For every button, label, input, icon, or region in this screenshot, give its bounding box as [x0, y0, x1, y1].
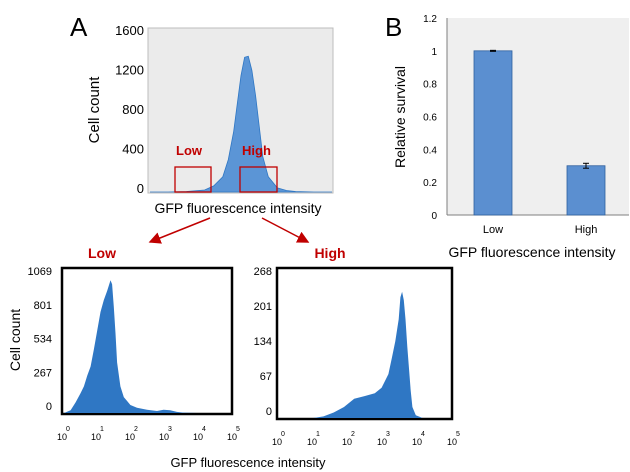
x-tick-base: 10 — [412, 437, 422, 447]
bar-y-tick-label: 0 — [431, 211, 437, 222]
low-histogram-ylabel: Cell count — [7, 309, 23, 371]
low-histogram-area — [64, 280, 230, 413]
y-tick-label: 67 — [260, 371, 272, 383]
y-tick-label: 534 — [34, 334, 52, 346]
bar-chart-ylabel: Relative survival — [392, 66, 408, 168]
bar-category-label: High — [575, 224, 598, 236]
top-histogram-xlabel: GFP fluorescence intensity — [154, 200, 321, 216]
bar-y-tick-label: 1.2 — [423, 14, 437, 25]
bar-chart-y-ticks: 0 0.2 0.4 0.6 0.8 1 1.2 — [423, 14, 437, 222]
high-gate-label: High — [242, 143, 271, 158]
x-tick-exponent: 0 — [66, 426, 70, 433]
high-histogram-frame — [275, 266, 454, 421]
bar-y-tick-label: 0.6 — [423, 113, 437, 124]
x-tick-exponent: 4 — [421, 431, 425, 438]
y-tick-label: 0 — [46, 401, 52, 413]
x-tick-exponent: 3 — [168, 426, 172, 433]
x-tick-exponent: 5 — [456, 431, 460, 438]
high-histogram-y-ticks: 0 67 134 201 268 — [254, 266, 272, 418]
survival-bar-chart: 0 0.2 0.4 0.6 0.8 1 1.2 Low High Relative survi… — [392, 14, 629, 260]
high-gate-box — [239, 166, 278, 193]
y-tick-label: 1069 — [28, 266, 52, 278]
x-tick-base: 10 — [91, 432, 101, 442]
x-tick-exponent: 2 — [351, 431, 355, 438]
top-y-tick-label: 1600 — [115, 23, 144, 38]
y-tick-label: 268 — [254, 266, 272, 278]
x-tick-exponent: 0 — [281, 431, 285, 438]
x-tick-base: 10 — [57, 432, 67, 442]
y-tick-label: 267 — [34, 367, 52, 379]
low-gate-box — [174, 166, 212, 193]
x-tick-exponent: 5 — [236, 426, 240, 433]
bar-chart-xlabel: GFP fluorescence intensity — [448, 244, 615, 260]
x-tick-exponent: 2 — [134, 426, 138, 433]
y-tick-label: 134 — [254, 336, 272, 348]
high-histogram-area — [279, 291, 450, 418]
arrow-to-high — [261, 217, 310, 243]
x-tick-exponent: 3 — [386, 431, 390, 438]
bar-y-tick-label: 1 — [431, 47, 437, 58]
x-tick-base: 10 — [447, 437, 457, 447]
x-tick-base: 10 — [125, 432, 135, 442]
bar-y-tick-label: 0.2 — [423, 178, 437, 189]
x-tick-base: 10 — [377, 437, 387, 447]
y-tick-label: 201 — [254, 301, 272, 313]
panel-label-a: A — [70, 12, 88, 42]
bar-y-tick-label: 0.8 — [423, 80, 437, 91]
low-histogram-y-ticks: 0 267 534 801 1069 — [28, 266, 52, 413]
y-tick-label: 0 — [266, 406, 272, 418]
top-histogram-y-ticks: 0 400 800 1200 1600 — [115, 23, 144, 196]
x-tick-base: 10 — [342, 437, 352, 447]
x-tick-base: 10 — [227, 432, 237, 442]
bar-category-label: Low — [483, 224, 503, 236]
top-y-tick-label: 800 — [122, 102, 144, 117]
low-gate-label: Low — [176, 143, 203, 158]
x-tick-base: 10 — [307, 437, 317, 447]
x-tick-base: 10 — [159, 432, 169, 442]
top-histogram: 0 400 800 1200 1600 Low High Cell count GFP … — [86, 23, 334, 216]
panel-label-b: B — [385, 12, 402, 42]
top-y-tick-label: 0 — [137, 181, 144, 196]
x-tick-base: 10 — [272, 437, 282, 447]
bar-low — [473, 50, 513, 216]
x-tick-exponent: 4 — [202, 426, 206, 433]
arrow-to-low — [148, 217, 211, 244]
x-tick-base: 10 — [193, 432, 203, 442]
low-histogram-title: Low — [88, 245, 116, 261]
bar-chart-bars: Low High — [473, 49, 606, 236]
bar-y-tick-label: 0.4 — [423, 145, 437, 156]
top-y-tick-label: 400 — [122, 142, 144, 157]
bar-high — [566, 165, 606, 216]
top-y-tick-label: 1200 — [115, 63, 144, 78]
y-tick-label: 801 — [34, 300, 52, 312]
top-histogram-ylabel: Cell count — [86, 76, 103, 144]
x-tick-exponent: 1 — [100, 426, 104, 433]
high-histogram-title: High — [314, 245, 345, 261]
x-tick-exponent: 1 — [316, 431, 320, 438]
bottom-xlabel: GFP fluorescence intensity — [170, 455, 326, 470]
